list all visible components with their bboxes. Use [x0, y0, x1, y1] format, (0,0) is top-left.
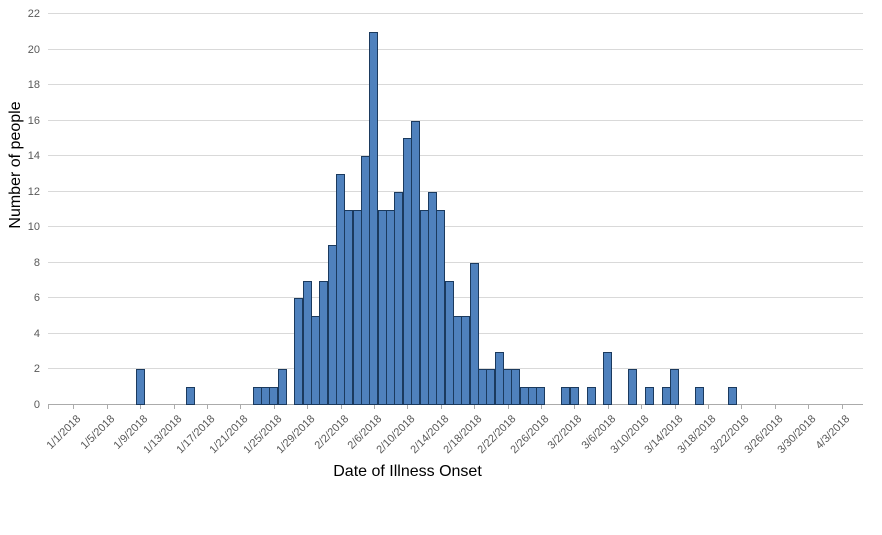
bar-3-11-2018	[644, 387, 654, 405]
plot-area	[48, 13, 863, 405]
y-tick-label-18: 18	[27, 79, 40, 92]
gridline-y-14	[48, 155, 863, 157]
x-tick-1-9-2018	[140, 405, 142, 409]
bar-3-21-2018	[728, 387, 738, 405]
x-tick-1-5-2018	[106, 405, 108, 409]
x-axis-title: Date of Illness Onset	[333, 463, 482, 480]
x-tick-3-10-2018	[641, 405, 643, 409]
x-tick-3-18-2018	[707, 405, 709, 409]
x-tick-2-22-2018	[507, 405, 509, 409]
bar-1-15-2018	[185, 387, 195, 405]
x-axis-edge-tick	[48, 405, 49, 409]
y-tick-label-6: 6	[33, 292, 40, 305]
y-tick-label-16: 16	[27, 114, 40, 127]
x-tick-2-14-2018	[440, 405, 442, 409]
gridline-y-12	[48, 190, 863, 192]
x-tick-2-6-2018	[373, 405, 375, 409]
bar-3-4-2018	[586, 387, 596, 405]
y-tick-label-2: 2	[33, 363, 40, 376]
x-tick-1-13-2018	[173, 405, 175, 409]
gridline-y-8	[48, 261, 863, 263]
bar-3-17-2018	[695, 387, 704, 405]
x-tick-1-1-2018	[73, 405, 75, 409]
y-tick-label-14: 14	[27, 150, 40, 163]
gridline-y-16	[48, 119, 863, 121]
gridline-y-18	[48, 84, 863, 86]
y-tick-label-0: 0	[33, 399, 40, 411]
bar-3-2-2018	[569, 387, 579, 405]
x-tick-3-22-2018	[741, 405, 743, 409]
bar-2-18-2018	[469, 263, 479, 405]
x-tick-3-26-2018	[774, 405, 776, 409]
bar-1-9-2018	[135, 369, 145, 405]
bar-1-26-2018	[277, 369, 287, 405]
gridline-y-6	[48, 297, 863, 299]
y-tick-label-8: 8	[33, 256, 40, 269]
x-tick-1-29-2018	[307, 405, 309, 409]
bar-3-6-2018	[603, 352, 613, 405]
x-tick-2-2-2018	[340, 405, 342, 409]
x-tick-4-3-2018	[841, 405, 843, 409]
x-tick-3-2-2018	[574, 405, 576, 409]
x-tick-2-10-2018	[407, 405, 409, 409]
x-tick-2-26-2018	[540, 405, 542, 409]
gridline-y-10	[48, 226, 863, 228]
y-tick-label-10: 10	[27, 221, 40, 234]
x-tick-2-18-2018	[474, 405, 476, 409]
x-tick-1-21-2018	[240, 405, 242, 409]
x-tick-3-6-2018	[607, 405, 609, 409]
bar-3-9-2018	[628, 369, 638, 405]
x-tick-3-30-2018	[808, 405, 810, 409]
x-tick-1-17-2018	[206, 405, 208, 409]
x-tick-3-14-2018	[674, 405, 676, 409]
bar-3-14-2018	[670, 369, 679, 405]
y-tick-label-4: 4	[33, 327, 40, 340]
y-tick-label-12: 12	[27, 185, 40, 198]
y-tick-label-22: 22	[27, 8, 40, 21]
bar-2-26-2018	[536, 387, 546, 405]
y-tick-label-20: 20	[27, 43, 40, 56]
gridline-y-20	[48, 48, 863, 50]
gridline-y-22	[48, 13, 863, 15]
x-tick-1-25-2018	[273, 405, 275, 409]
